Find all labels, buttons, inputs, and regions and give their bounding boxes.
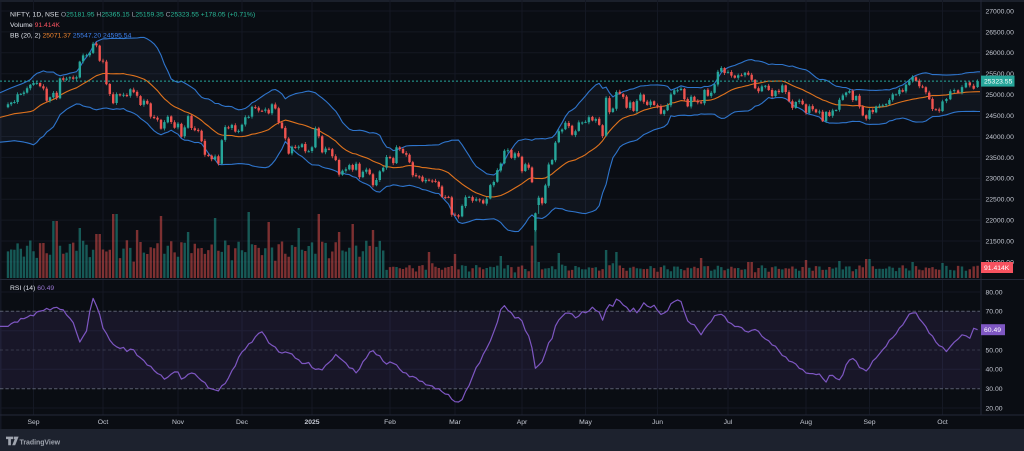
svg-text:26000.00: 26000.00 — [986, 50, 1015, 57]
svg-text:BB (20, 2) 25071.37 25547.20 2: BB (20, 2) 25071.37 25547.20 24595.54 — [10, 33, 132, 40]
svg-text:27000.00: 27000.00 — [986, 8, 1015, 15]
svg-text:Volume 91.414K: Volume 91.414K — [10, 22, 60, 29]
svg-text:70.00: 70.00 — [986, 309, 1003, 316]
svg-text:RSI (14) 60.49: RSI (14) 60.49 — [10, 285, 54, 292]
svg-text:Nov: Nov — [172, 419, 185, 426]
svg-text:23500.00: 23500.00 — [986, 155, 1015, 162]
svg-text:Dec: Dec — [236, 419, 249, 426]
svg-text:25323.55: 25323.55 — [984, 79, 1013, 86]
svg-text:40.00: 40.00 — [986, 367, 1003, 374]
svg-text:Feb: Feb — [384, 419, 396, 426]
svg-text:25000.00: 25000.00 — [986, 92, 1015, 99]
svg-text:May: May — [579, 419, 592, 426]
svg-text:Jul: Jul — [724, 419, 733, 426]
svg-text:30.00: 30.00 — [986, 386, 1003, 393]
svg-text:Oct: Oct — [98, 419, 109, 426]
svg-text:21500.00: 21500.00 — [986, 238, 1015, 245]
svg-text:22000.00: 22000.00 — [986, 218, 1015, 225]
svg-text:24000.00: 24000.00 — [986, 134, 1015, 141]
svg-text:22500.00: 22500.00 — [986, 197, 1015, 204]
svg-text:Jun: Jun — [652, 419, 663, 426]
svg-text:TradingView: TradingView — [20, 439, 61, 446]
svg-text:91.414K: 91.414K — [984, 265, 1010, 272]
svg-text:2025: 2025 — [304, 419, 319, 426]
svg-text:80.00: 80.00 — [986, 289, 1003, 296]
svg-text:25500.00: 25500.00 — [986, 71, 1015, 78]
svg-text:Aug: Aug — [800, 419, 812, 426]
svg-text:23000.00: 23000.00 — [986, 176, 1015, 183]
svg-text:26500.00: 26500.00 — [986, 29, 1015, 36]
svg-text:Sep: Sep — [863, 419, 875, 426]
svg-text:60.49: 60.49 — [984, 327, 1001, 334]
svg-text:24500.00: 24500.00 — [986, 113, 1015, 120]
svg-text:Apr: Apr — [517, 419, 528, 426]
svg-text:Oct: Oct — [937, 419, 948, 426]
svg-text:Mar: Mar — [449, 419, 461, 426]
svg-text:50.00: 50.00 — [986, 347, 1003, 354]
svg-text:20.00: 20.00 — [986, 405, 1003, 412]
svg-text:NIFTY, 1D, NSE O25181.95 H2536: NIFTY, 1D, NSE O25181.95 H25365.15 L2515… — [10, 12, 255, 19]
svg-text:Sep: Sep — [27, 419, 39, 426]
